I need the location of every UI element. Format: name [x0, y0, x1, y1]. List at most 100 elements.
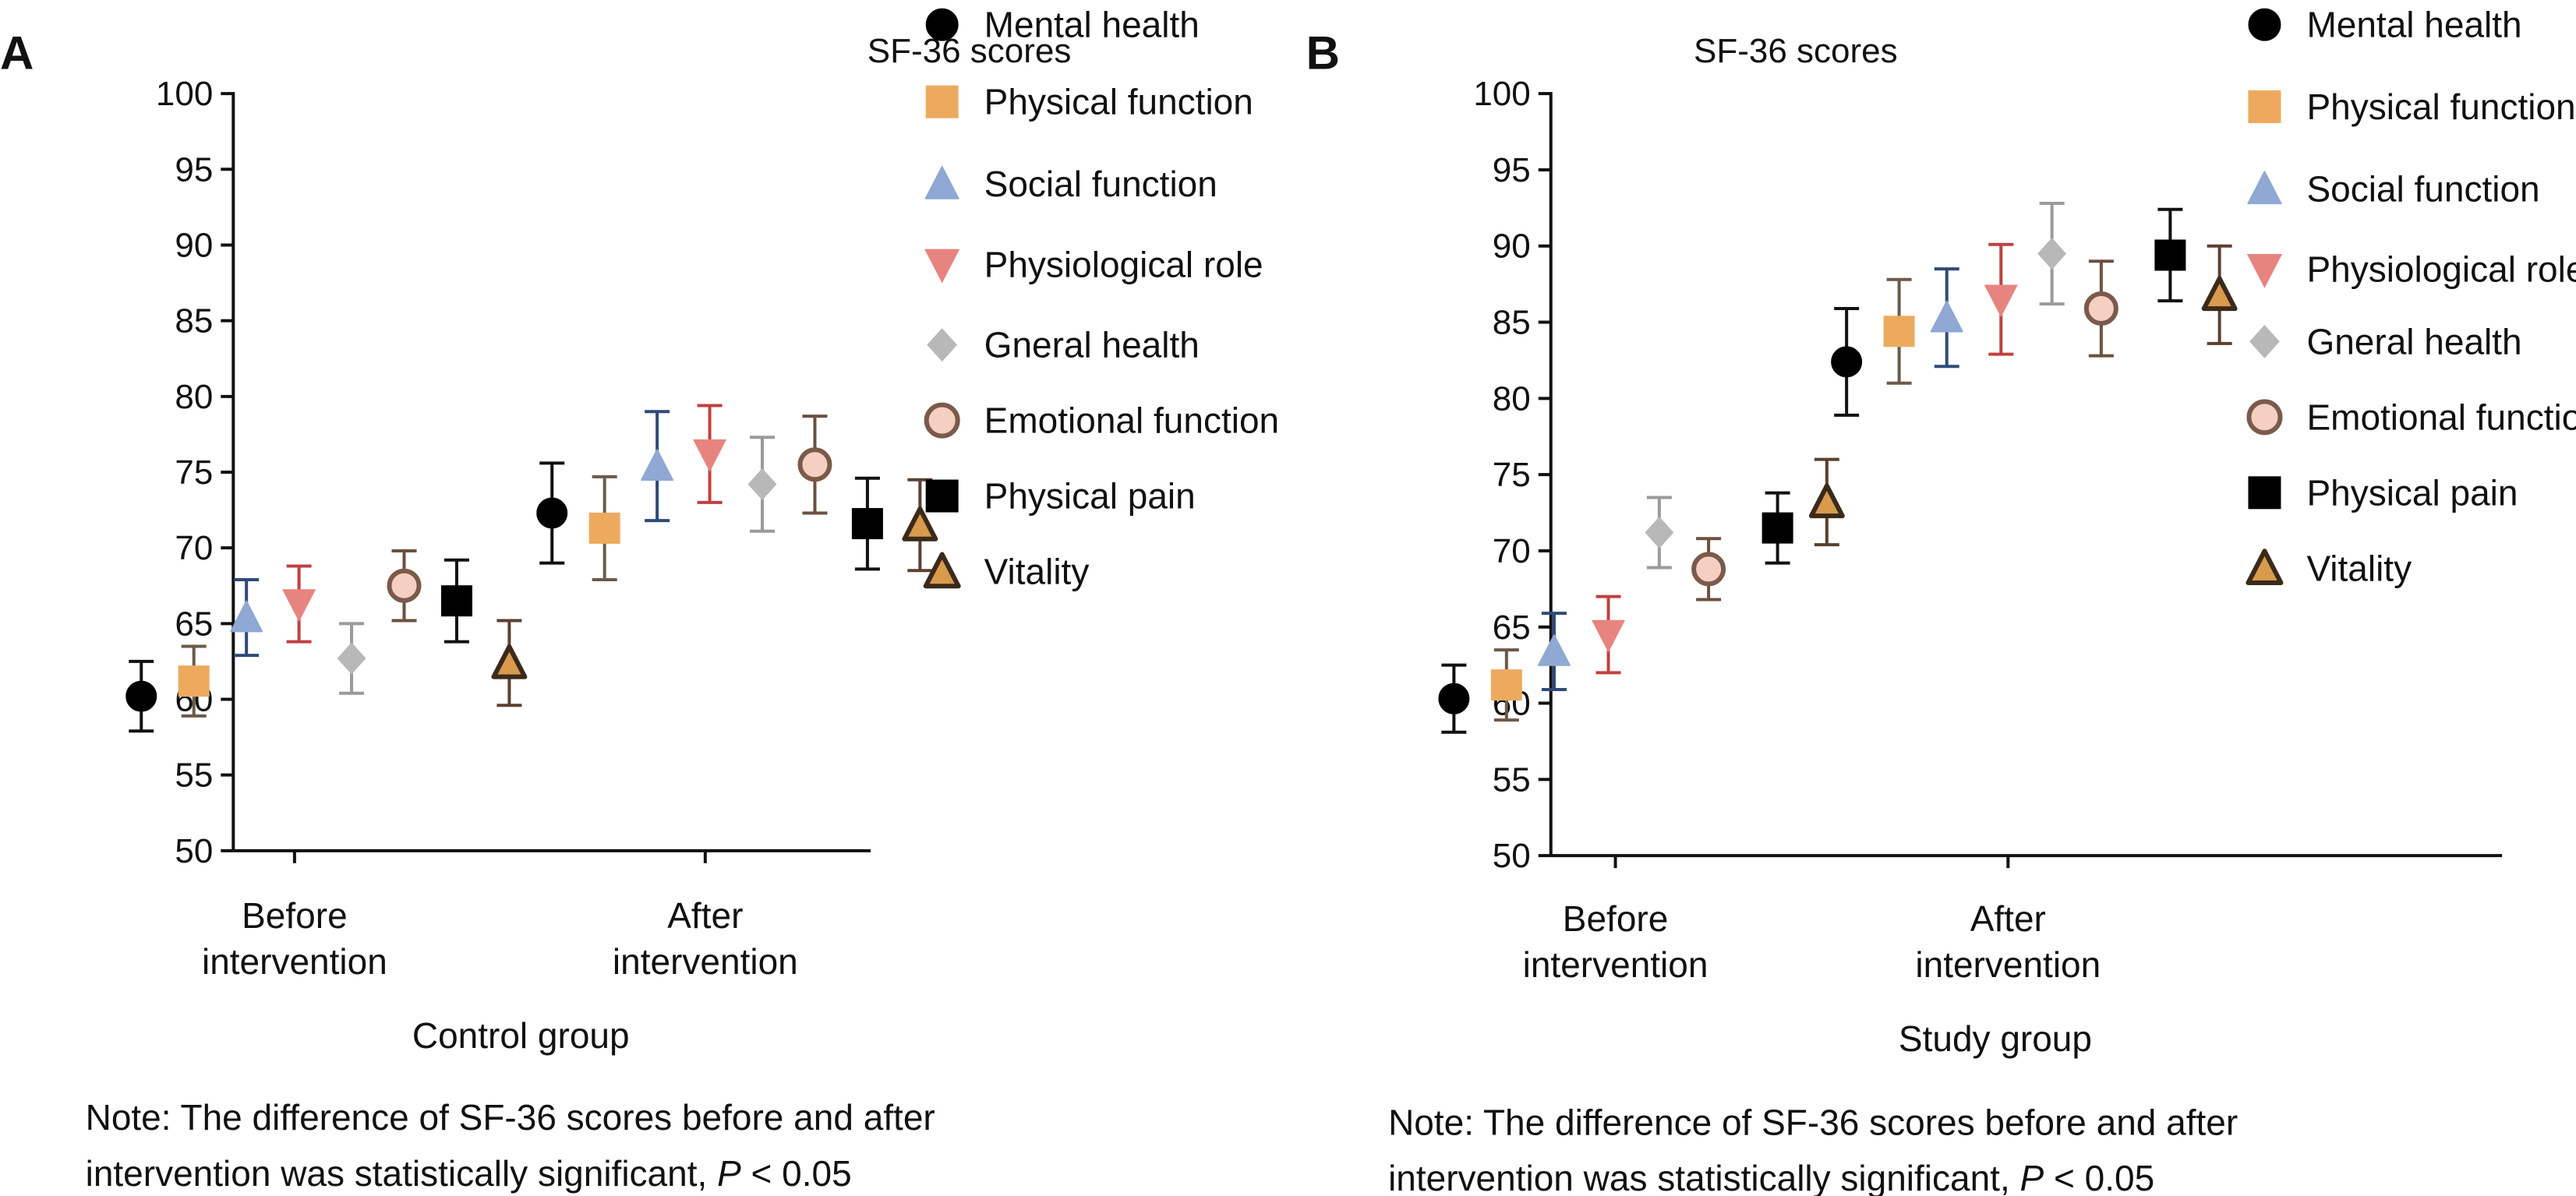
legend-label: Physical pain — [2306, 472, 2518, 513]
data-point-vitality — [1808, 483, 1845, 519]
legend-marker-vitality — [923, 552, 961, 589]
x-tick-label-line: intervention — [1523, 944, 1708, 985]
legend-label: Mental health — [2306, 5, 2521, 45]
legend-label: Physical pain — [984, 476, 1196, 517]
legend-label: Mental health — [984, 5, 1200, 45]
x-tick-label: After intervention — [613, 895, 798, 982]
legend-marker-emotional-function — [924, 402, 960, 439]
legend-label: Physical function — [984, 82, 1253, 122]
legend-label: Physiological role — [2306, 249, 2576, 290]
y-tick-label: 75 — [1493, 456, 1531, 494]
data-point-mental-health — [1438, 683, 1470, 714]
data-point-physical-function — [588, 512, 620, 544]
legend-marker-physical-function — [925, 85, 959, 118]
legend-marker-physical-function — [2248, 90, 2281, 124]
x-tick-label: After intervention — [1915, 898, 2101, 985]
legend-marker-physical-pain — [2248, 476, 2281, 510]
p-symbol: P — [717, 1153, 741, 1194]
x-tick-label-line: intervention — [202, 941, 387, 982]
y-tick-label: 65 — [175, 605, 213, 643]
legend-label: Gneral health — [2306, 321, 2521, 362]
legend-item-vitality: Vitality — [923, 552, 1090, 592]
legend-item-physical-function: Physical function — [925, 82, 1253, 122]
x-tick-label-line: Before — [242, 895, 348, 936]
legend-item-gneral-health: Gneral health — [2249, 321, 2522, 362]
legend-item-physical-pain: Physical pain — [925, 476, 1196, 517]
y-tick-label: 50 — [1493, 837, 1531, 875]
y-tick-label: 55 — [175, 757, 213, 795]
legend-marker-gneral-health — [2249, 324, 2280, 358]
y-tick-label: 75 — [175, 453, 213, 492]
data-point-physical-function — [1883, 316, 1915, 348]
data-point-physical-function — [178, 665, 210, 697]
y-tick-label: 50 — [175, 832, 213, 870]
data-point-physical-pain — [2154, 239, 2186, 271]
data-point-emotional-function — [797, 447, 832, 482]
note-line-2: intervention was statistically significa… — [1388, 1158, 2154, 1196]
x-tick-label: Before intervention — [202, 895, 387, 982]
data-point-physical-function — [1490, 669, 1522, 701]
note-text: intervention was statistically significa… — [1388, 1158, 2019, 1196]
x-tick-label-line: Before — [1563, 898, 1669, 939]
y-tick-label: 85 — [175, 302, 213, 340]
y-tick-label: 95 — [175, 150, 213, 189]
y-tick-label: 55 — [1493, 760, 1531, 799]
p-symbol: P — [2020, 1158, 2044, 1196]
data-point-physiological-role — [1984, 284, 2018, 318]
panel-b: B SF-36 scores50556065707580859095100Befo… — [1306, 5, 2576, 1196]
data-point-emotional-function — [2083, 291, 2118, 326]
legend-item-physiological-role: Physiological role — [924, 244, 1263, 284]
note-line-2: intervention was statistically significa… — [86, 1153, 852, 1194]
legend-label: Vitality — [984, 552, 1090, 592]
y-tick-label: 100 — [156, 75, 213, 113]
chart-title: SF-36 scores — [868, 32, 1072, 70]
data-point-social-function — [1930, 300, 1963, 333]
legend-item-mental-health: Mental health — [925, 5, 1200, 45]
legend-marker-gneral-health — [927, 328, 958, 362]
legend-label: Emotional function — [2306, 397, 2576, 437]
legend-label: Social function — [984, 164, 1217, 204]
legend-label: Gneral health — [984, 325, 1200, 365]
legend-marker-physical-pain — [925, 479, 959, 513]
chart-title: SF-36 scores — [1694, 32, 1898, 70]
legend-marker-vitality — [2246, 549, 2284, 585]
data-point-social-function — [641, 449, 674, 481]
legend-marker-emotional-function — [2246, 399, 2283, 436]
panel-letter: B — [1306, 27, 1340, 79]
data-point-gneral-health — [2037, 238, 2067, 270]
legend-item-physical-pain: Physical pain — [2248, 472, 2518, 513]
note-line-1: Note: The difference of SF-36 scores bef… — [1388, 1102, 2238, 1142]
data-point-physical-pain — [851, 508, 883, 540]
p-value: < 0.05 — [2044, 1158, 2154, 1196]
note-text: intervention was statistically significa… — [86, 1153, 717, 1194]
data-point-gneral-health — [337, 642, 366, 675]
legend-item-emotional-function: Emotional function — [2246, 397, 2576, 437]
data-point-vitality — [902, 506, 938, 542]
legend-item-emotional-function: Emotional function — [924, 400, 1279, 441]
legend-marker-physiological-role — [2246, 253, 2283, 288]
legend-marker-social-function — [2247, 171, 2282, 205]
y-tick-label: 100 — [1473, 75, 1530, 113]
legend-label: Physical function — [2306, 86, 2575, 127]
y-tick-label: 90 — [1493, 228, 1531, 266]
panel-a: A SF-36 scores50556065707580859095100Befo… — [0, 5, 1279, 1194]
legend-marker-mental-health — [925, 8, 959, 41]
y-tick-label: 80 — [175, 378, 213, 416]
data-point-social-function — [230, 600, 263, 633]
x-tick-label: Before intervention — [1523, 898, 1708, 985]
legend-marker-social-function — [924, 166, 959, 199]
data-point-physiological-role — [282, 589, 316, 623]
p-value: < 0.05 — [741, 1153, 852, 1194]
legend-item-social-function: Social function — [924, 164, 1217, 204]
legend-label: Physiological role — [984, 244, 1263, 284]
data-point-vitality — [491, 644, 528, 679]
legend-item-gneral-health: Gneral health — [927, 325, 1200, 365]
y-tick-label: 80 — [1493, 379, 1531, 418]
legend-item-social-function: Social function — [2247, 168, 2540, 209]
data-point-mental-health — [1831, 346, 1863, 378]
legend-item-physical-function: Physical function — [2248, 86, 2576, 127]
legend-item-vitality: Vitality — [2246, 548, 2412, 588]
legend-item-physiological-role: Physiological role — [2246, 249, 2576, 290]
legend-item-mental-health: Mental health — [2248, 5, 2522, 45]
legend-label: Emotional function — [984, 400, 1279, 441]
